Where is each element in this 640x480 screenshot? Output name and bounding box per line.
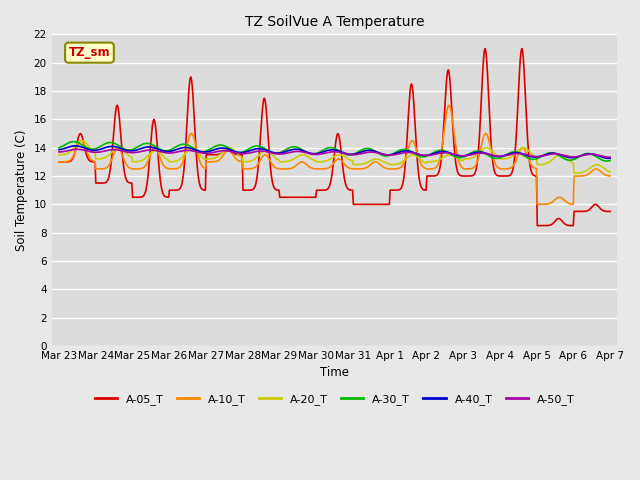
Line: A-10_T: A-10_T xyxy=(59,105,610,204)
A-05_T xyxy=(481,46,489,51)
A-20_T xyxy=(179,154,186,160)
A-40_T xyxy=(71,143,79,149)
A-40_T xyxy=(65,144,73,150)
A-20_T xyxy=(403,156,410,162)
A-30_T xyxy=(602,158,610,164)
Line: A-05_T: A-05_T xyxy=(59,48,610,226)
A-10_T xyxy=(418,162,426,168)
A-30_T xyxy=(65,140,73,145)
A-10_T xyxy=(606,173,614,179)
A-40_T xyxy=(605,156,612,161)
A-30_T xyxy=(55,145,63,151)
A-05_T xyxy=(65,159,73,165)
A-40_T xyxy=(208,148,216,154)
A-10_T xyxy=(178,162,186,168)
A-10_T xyxy=(534,202,541,207)
A-40_T xyxy=(419,152,426,158)
A-50_T xyxy=(179,148,186,154)
A-05_T xyxy=(178,182,186,188)
A-10_T xyxy=(402,156,410,161)
A-30_T xyxy=(208,145,216,151)
A-05_T xyxy=(207,152,214,157)
A-30_T xyxy=(606,157,614,163)
A-30_T xyxy=(403,146,410,152)
Legend: A-05_T, A-10_T, A-20_T, A-30_T, A-40_T, A-50_T: A-05_T, A-10_T, A-20_T, A-30_T, A-40_T, … xyxy=(90,389,579,409)
A-30_T xyxy=(419,154,426,160)
A-30_T xyxy=(70,139,77,144)
Title: TZ SoilVue A Temperature: TZ SoilVue A Temperature xyxy=(245,15,424,29)
Line: A-40_T: A-40_T xyxy=(59,146,610,158)
A-50_T xyxy=(403,150,410,156)
A-50_T xyxy=(208,150,216,156)
A-20_T xyxy=(55,152,63,157)
Line: A-30_T: A-30_T xyxy=(59,142,610,161)
A-30_T xyxy=(179,142,186,147)
Y-axis label: Soil Temperature (C): Soil Temperature (C) xyxy=(15,130,28,251)
A-05_T xyxy=(606,208,614,214)
A-40_T xyxy=(403,148,410,154)
Line: A-20_T: A-20_T xyxy=(59,141,610,173)
A-20_T xyxy=(65,150,73,156)
A-20_T xyxy=(570,170,578,176)
A-20_T xyxy=(419,158,426,164)
A-10_T xyxy=(55,159,63,165)
A-05_T xyxy=(122,175,129,181)
A-40_T xyxy=(179,145,186,151)
A-05_T xyxy=(402,159,410,165)
Text: TZ_sm: TZ_sm xyxy=(68,46,110,59)
A-50_T xyxy=(74,146,81,152)
A-50_T xyxy=(55,149,63,155)
A-40_T xyxy=(606,156,614,161)
A-20_T xyxy=(606,169,614,175)
A-50_T xyxy=(606,155,614,160)
A-50_T xyxy=(65,147,73,153)
A-50_T xyxy=(123,149,131,155)
A-10_T xyxy=(122,160,129,166)
A-10_T xyxy=(65,158,73,164)
A-10_T xyxy=(445,102,453,108)
A-20_T xyxy=(78,138,86,144)
Line: A-50_T: A-50_T xyxy=(59,149,610,157)
A-40_T xyxy=(55,147,63,153)
A-05_T xyxy=(418,185,426,191)
A-50_T xyxy=(419,152,426,158)
X-axis label: Time: Time xyxy=(320,366,349,380)
A-05_T xyxy=(534,223,541,228)
A-05_T xyxy=(55,159,63,165)
A-10_T xyxy=(207,159,214,165)
A-30_T xyxy=(123,147,131,153)
A-20_T xyxy=(123,151,131,156)
A-20_T xyxy=(208,156,216,162)
A-40_T xyxy=(123,147,131,153)
